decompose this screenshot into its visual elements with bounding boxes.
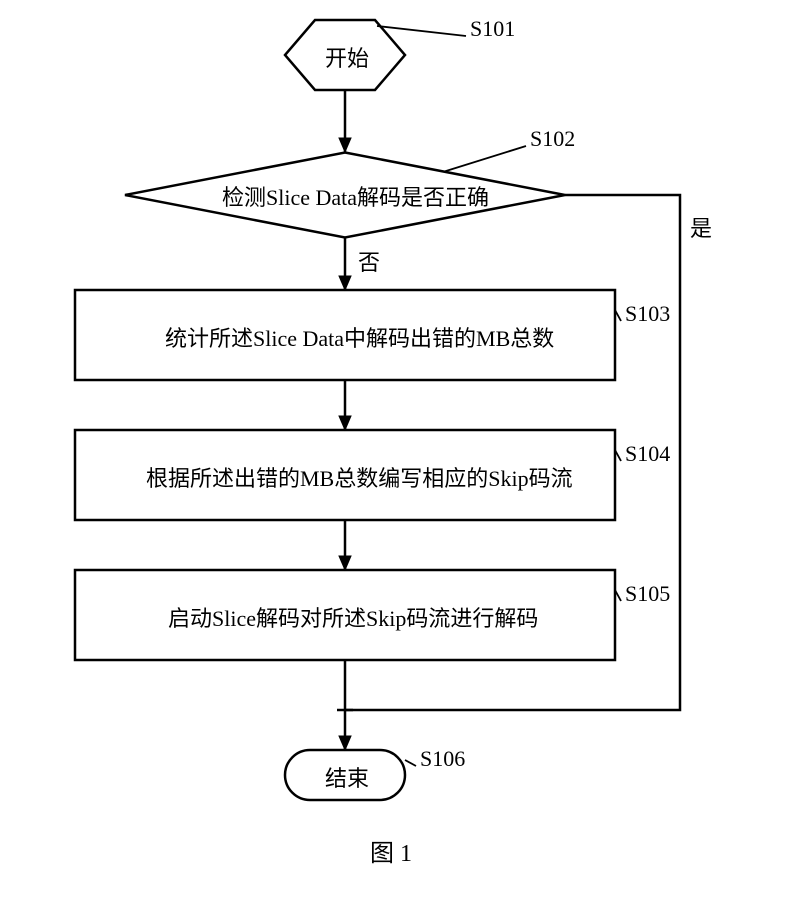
start-step: S101 — [470, 18, 515, 40]
flowchart-svg — [0, 0, 800, 907]
decision-label: 检测Slice Data解码是否正确 — [222, 187, 489, 209]
s104-step: S104 — [625, 443, 670, 465]
flowchart-canvas: 开始 S101 检测Slice Data解码是否正确 S102 否 是 统计所述… — [0, 0, 800, 907]
s104-label: 根据所述出错的MB总数编写相应的Skip码流 — [146, 468, 573, 490]
s105-step: S105 — [625, 583, 670, 605]
s103-label: 统计所述Slice Data中解码出错的MB总数 — [165, 328, 554, 350]
decision-step: S102 — [530, 128, 575, 150]
start-label: 开始 — [325, 48, 369, 70]
branch-no-label: 否 — [358, 252, 380, 274]
branch-yes-label: 是 — [690, 218, 712, 240]
end-step: S106 — [420, 748, 465, 770]
end-label: 结束 — [325, 768, 369, 790]
s103-step: S103 — [625, 303, 670, 325]
s105-label: 启动Slice解码对所述Skip码流进行解码 — [168, 608, 538, 630]
figure-caption: 图 1 — [370, 833, 412, 868]
